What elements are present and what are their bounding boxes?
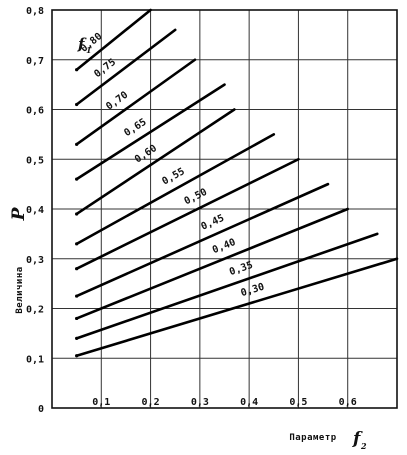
series-line — [75, 157, 300, 271]
y-tick-label: 0,8 — [26, 6, 44, 17]
series-start-point — [75, 336, 79, 340]
y-tick-label: 0,4 — [26, 205, 44, 216]
series-start-point — [75, 102, 79, 107]
tick-labels: 0 0,1 0,2 0,3 0,4 0,5 0,6 0,7 0,8 0,1 0,2 0,3 0,4 0,5… — [26, 6, 357, 415]
plot-frame — [51, 9, 398, 409]
x-tick-label: 0,5 — [289, 397, 307, 408]
series-start-point — [75, 242, 79, 246]
series-line — [75, 207, 350, 320]
y-tick-label: 0,5 — [26, 155, 44, 166]
x-tick-label: 0,4 — [240, 397, 258, 408]
series-label: 0,40 — [211, 237, 237, 256]
series-line — [75, 257, 399, 358]
series-line — [75, 58, 197, 146]
series-label: 0,35 — [228, 260, 254, 278]
x-tick-label: 0,1 — [92, 397, 110, 408]
series-line — [75, 28, 177, 106]
series-line — [75, 232, 379, 340]
series-line — [75, 83, 226, 181]
series-line — [75, 8, 152, 71]
x-tick-label: 0,2 — [142, 397, 160, 408]
y-tick-label: 0,7 — [26, 56, 44, 67]
x-axis-symbol: f — [352, 429, 363, 449]
series-line — [75, 182, 330, 298]
series-start-point — [75, 177, 79, 181]
series-start-point — [75, 316, 79, 321]
x-axis-label: Параметр — [289, 433, 336, 443]
y-axis-label: Величина — [15, 266, 25, 313]
series-start-point — [75, 294, 79, 298]
series-start-point — [75, 212, 79, 216]
series-parameter-subscript: 1 — [86, 45, 92, 55]
series-label: 0,45 — [199, 213, 225, 233]
x-axis-symbol-subscript: 2 — [360, 441, 367, 451]
series-start-point — [75, 142, 79, 146]
x-tick-label: 0,3 — [191, 397, 209, 408]
y-tick-label: 0,1 — [26, 354, 44, 365]
series-start-point — [75, 68, 79, 72]
series-start-point — [75, 267, 79, 271]
series-line — [75, 108, 236, 216]
series-start-point — [75, 354, 79, 358]
y-tick-label: 0,6 — [26, 106, 44, 117]
y-tick-label: 0 — [38, 404, 44, 415]
y-axis-symbol: P — [9, 206, 29, 221]
series-parameter-symbol: f — [77, 35, 87, 53]
y-tick-label: 0,2 — [26, 305, 44, 316]
y-tick-label: 0,3 — [26, 255, 44, 266]
series-line — [75, 133, 276, 246]
x-tick-label: 0,6 — [339, 397, 357, 408]
series-lines — [75, 8, 399, 358]
series-label: 0,30 — [240, 282, 266, 300]
